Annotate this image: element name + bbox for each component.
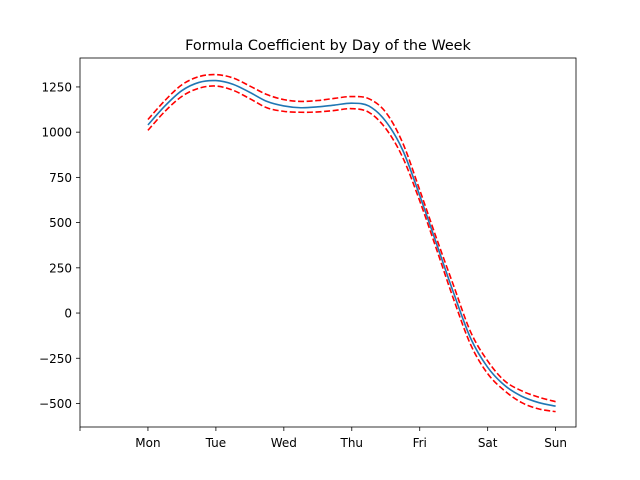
x-axis: Mon Tue Wed Thu Fri Sat Sun [79, 427, 567, 450]
axes [79, 57, 577, 428]
plot-area [80, 58, 576, 427]
series-layer [147, 73, 556, 413]
x-tick-label: Thu [340, 436, 364, 450]
y-tick-label: 1250 [41, 80, 72, 94]
x-tick-label: Fri [413, 436, 427, 450]
axes-frame [79, 57, 577, 428]
y-tick-label: −500 [39, 397, 72, 411]
y-tick-label: 0 [64, 307, 72, 321]
y-tick-label: 1000 [41, 126, 72, 140]
y-tick-label: 500 [49, 216, 72, 230]
y-axis: 1250 1000 750 500 250 0 −250 −500 [39, 80, 80, 411]
series-lower-bound-line [147, 85, 556, 413]
y-tick-label: 250 [49, 261, 72, 275]
x-tick-label: Sun [544, 436, 567, 450]
y-tick-label: 750 [49, 171, 72, 185]
series-center-line [147, 79, 556, 407]
x-tick-label: Wed [271, 436, 297, 450]
x-tick-label: Sat [478, 436, 498, 450]
x-tick-label: Mon [135, 436, 160, 450]
x-tick-label: Tue [205, 436, 227, 450]
series-upper-bound-line [147, 73, 556, 403]
chart-title: Formula Coefficient by Day of the Week [185, 38, 471, 54]
y-tick-label: −250 [39, 352, 72, 366]
